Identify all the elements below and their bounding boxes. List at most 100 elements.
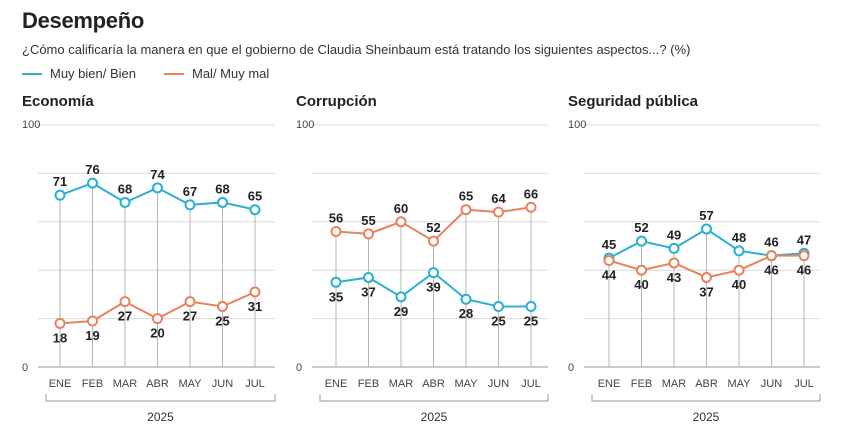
data-label-bad: 64	[491, 191, 506, 206]
data-label-good: 35	[329, 289, 343, 304]
x-tick-label: MAR	[389, 378, 414, 390]
x-tick-label: FEB	[631, 378, 652, 390]
year-bracket	[319, 394, 549, 402]
data-label-good: 45	[602, 237, 616, 252]
data-label-good: 76	[85, 162, 99, 177]
data-label-bad: 18	[53, 330, 67, 345]
data-label-bad: 46	[797, 263, 811, 278]
legend-item-bad: Mal/ Muy mal	[164, 66, 269, 81]
year-bracket	[591, 394, 821, 402]
data-label-bad: 46	[764, 263, 778, 278]
data-label-good: 47	[797, 232, 811, 247]
data-point-bad	[766, 250, 777, 262]
data-label-bad: 31	[248, 299, 262, 314]
y-tick-label: 100	[296, 119, 314, 131]
data-label-good: 25	[524, 314, 538, 329]
data-point-bad	[152, 313, 163, 325]
year-label: 2025	[693, 410, 720, 424]
data-label-good: 52	[634, 220, 648, 235]
x-tick-label: JUN	[488, 378, 509, 390]
data-label-good: 57	[699, 208, 713, 223]
data-point-good	[330, 276, 342, 288]
x-tick-label: JUL	[521, 378, 541, 390]
data-point-good	[701, 223, 712, 235]
data-point-bad	[217, 301, 228, 312]
year-bracket	[45, 394, 276, 402]
data-label-good: 25	[491, 314, 505, 329]
data-point-bad	[798, 250, 810, 262]
data-point-good	[395, 291, 407, 303]
data-point-good	[249, 204, 261, 216]
y-tick-label: 0	[22, 362, 28, 374]
data-label-good: 37	[361, 284, 375, 299]
data-label-bad: 44	[602, 268, 617, 283]
x-tick-label: ENE	[49, 378, 72, 390]
data-label-good: 49	[667, 227, 681, 242]
page-subtitle: ¿Cómo calificaría la manera en que el go…	[22, 42, 691, 57]
chart-panel-1: Economía 0 100 71 18 76 19 68 27 74 20 67 27 68 25 65 31…	[22, 93, 276, 424]
data-point-bad	[525, 201, 537, 213]
data-label-bad: 40	[732, 277, 746, 292]
data-label-bad: 65	[459, 189, 473, 204]
data-label-bad: 43	[667, 270, 681, 285]
data-point-good	[54, 189, 66, 201]
data-label-bad: 52	[426, 220, 440, 235]
data-point-bad	[87, 315, 98, 327]
data-label-bad: 56	[329, 210, 343, 225]
data-point-good	[152, 182, 163, 194]
data-label-good: 28	[459, 306, 473, 321]
y-tick-label: 0	[568, 362, 574, 374]
legend: Muy bien/ Bien Mal/ Muy mal	[22, 66, 269, 81]
data-point-bad	[330, 225, 342, 237]
data-point-good	[119, 196, 131, 208]
x-tick-label: FEB	[82, 378, 103, 390]
data-point-bad	[603, 255, 615, 267]
x-tick-label: FEB	[358, 378, 379, 390]
data-label-bad: 40	[634, 277, 648, 292]
data-point-bad	[493, 206, 504, 218]
data-point-good	[668, 242, 680, 254]
x-tick-label: ENE	[598, 378, 621, 390]
data-label-bad: 27	[183, 309, 197, 324]
x-tick-label: JUN	[212, 378, 233, 390]
data-point-good	[460, 293, 472, 305]
data-label-bad: 27	[118, 309, 132, 324]
data-point-bad	[184, 296, 196, 308]
data-point-good	[525, 301, 537, 312]
page-title: Desempeño	[22, 8, 145, 33]
data-label-good: 39	[426, 280, 440, 295]
data-label-bad: 20	[150, 326, 164, 341]
y-tick-label: 100	[568, 119, 586, 131]
data-label-good: 46	[764, 235, 778, 250]
x-tick-label: ABR	[146, 378, 169, 390]
x-tick-label: JUN	[761, 378, 782, 390]
data-point-good	[363, 271, 374, 283]
data-label-good: 29	[394, 304, 408, 319]
data-point-good	[493, 301, 504, 312]
chart-panel-3: Seguridad pública 0 100 45 44 52 40 49 43 57 37 48 4…	[568, 93, 821, 424]
data-label-good: 71	[53, 174, 67, 189]
x-tick-label: MAR	[662, 378, 687, 390]
x-tick-label: ABR	[422, 378, 445, 390]
data-point-bad	[54, 317, 66, 329]
year-label: 2025	[147, 410, 174, 424]
data-label-good: 48	[732, 230, 746, 245]
x-tick-label: MAY	[454, 378, 478, 390]
data-label-bad: 66	[524, 186, 538, 201]
x-tick-label: MAR	[113, 378, 138, 390]
chart-title: Economía	[22, 93, 94, 110]
legend-item-good: Muy bien/ Bien	[22, 66, 136, 81]
x-tick-label: ENE	[325, 378, 348, 390]
data-point-bad	[668, 257, 680, 269]
data-label-good: 67	[183, 184, 197, 199]
data-point-bad	[249, 286, 261, 298]
data-label-good: 65	[248, 189, 262, 204]
legend-swatch-good	[22, 72, 42, 75]
data-point-bad	[733, 264, 745, 276]
x-tick-label: JUL	[245, 378, 265, 390]
data-label-bad: 60	[394, 201, 408, 216]
x-tick-label: JUL	[794, 378, 814, 390]
data-point-good	[428, 267, 439, 279]
data-label-bad: 19	[85, 328, 99, 343]
